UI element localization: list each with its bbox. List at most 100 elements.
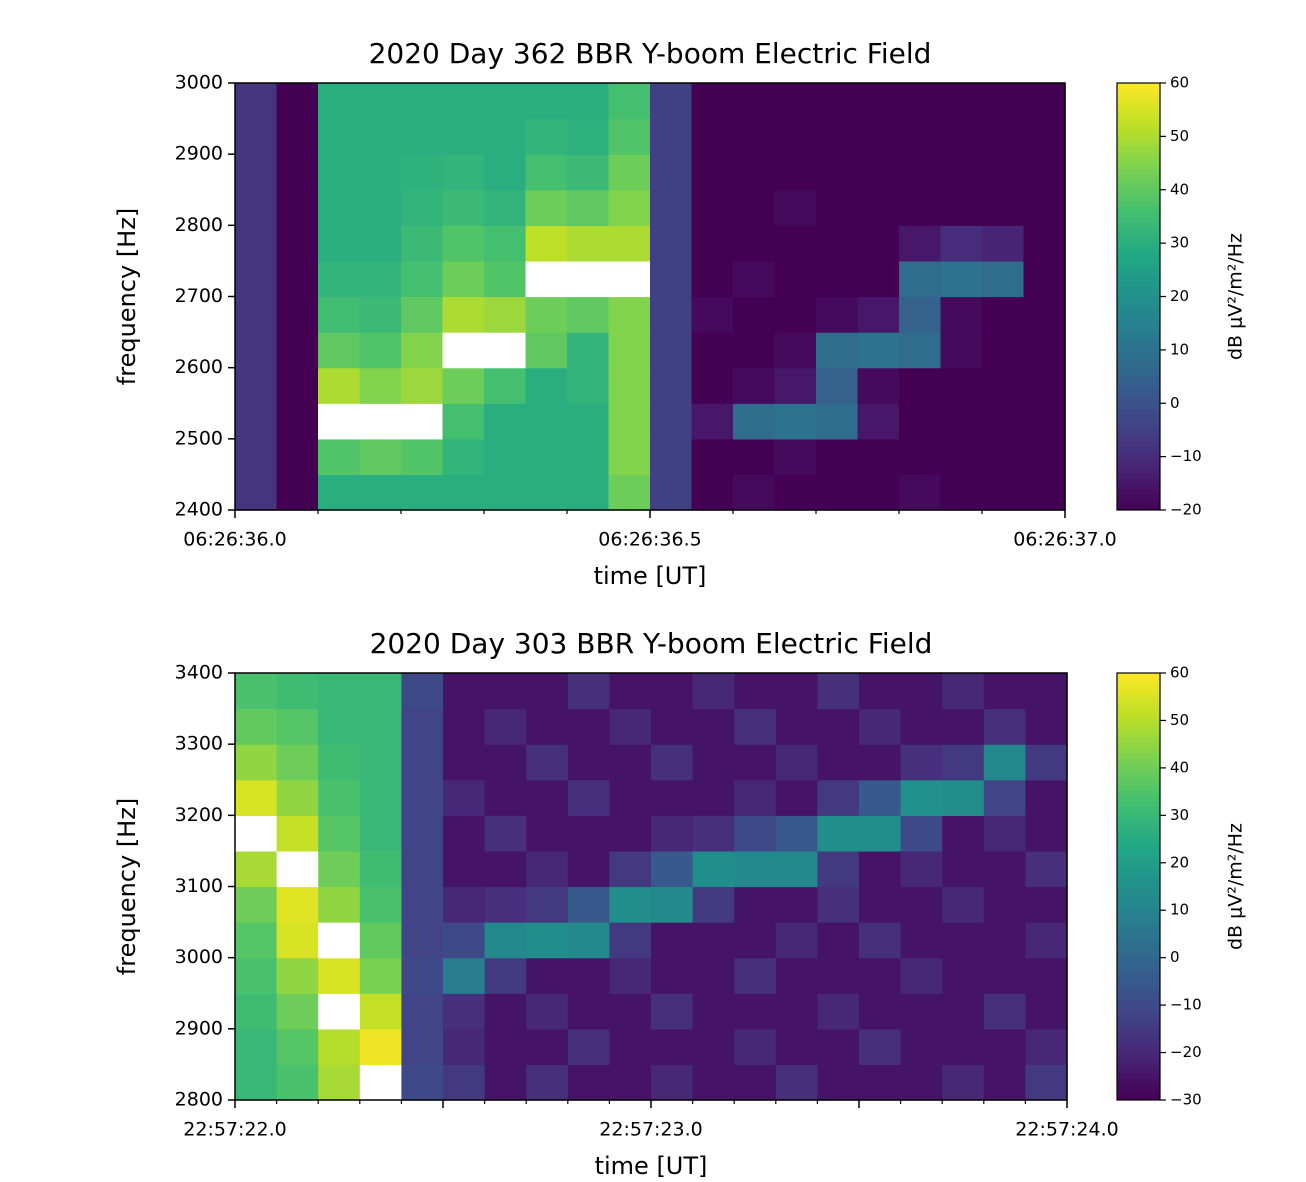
colorbar-band bbox=[1117, 355, 1160, 362]
colorbar-band bbox=[1117, 1009, 1160, 1016]
heat-cell bbox=[942, 779, 985, 816]
heat-cell bbox=[692, 744, 735, 781]
colorbar-band bbox=[1117, 184, 1160, 191]
colorbar-band bbox=[1117, 397, 1160, 404]
heat-cell bbox=[774, 189, 817, 226]
heat-cell bbox=[525, 260, 568, 298]
heat-cell bbox=[816, 83, 859, 120]
heat-cell bbox=[235, 1028, 278, 1066]
colorbar-band bbox=[1117, 1019, 1160, 1026]
colorbar-band bbox=[1117, 141, 1160, 148]
x-tick-label: 06:26:37.0 bbox=[1013, 529, 1116, 551]
colorbar-band bbox=[1117, 785, 1160, 791]
heat-cell bbox=[900, 850, 943, 888]
heat-cell bbox=[691, 260, 734, 298]
colorbar-band bbox=[1117, 689, 1160, 695]
heat-cell bbox=[774, 474, 817, 511]
heat-cell bbox=[651, 708, 694, 745]
y-tick-label: 3200 bbox=[175, 804, 223, 826]
colorbar-band bbox=[1117, 694, 1160, 701]
heat-cell bbox=[859, 779, 902, 816]
heat-cell bbox=[359, 260, 402, 298]
heat-cell bbox=[526, 673, 569, 710]
colorbar-band bbox=[1117, 339, 1160, 346]
heat-cell bbox=[276, 474, 319, 511]
colorbar-band bbox=[1117, 253, 1160, 260]
heat-cell bbox=[235, 708, 278, 745]
heat-cell bbox=[1023, 154, 1066, 191]
colorbar-band bbox=[1117, 726, 1160, 733]
heat-cell bbox=[774, 403, 817, 440]
heat-cell bbox=[276, 225, 319, 262]
colorbar-tick-label: 40 bbox=[1170, 180, 1189, 198]
heat-cell bbox=[857, 189, 900, 226]
heat-cell bbox=[650, 189, 693, 226]
heat-cell bbox=[857, 83, 900, 120]
heat-cell bbox=[608, 118, 651, 155]
colorbar-band bbox=[1117, 179, 1160, 185]
heat-cell bbox=[691, 403, 734, 440]
heat-cell bbox=[1023, 474, 1066, 511]
colorbar-band bbox=[1117, 360, 1160, 367]
heat-cell bbox=[692, 815, 735, 852]
heat-cell bbox=[983, 1028, 1026, 1066]
heat-cell bbox=[817, 922, 860, 959]
colorbar-band bbox=[1117, 152, 1160, 159]
heat-cell bbox=[401, 332, 444, 369]
heat-cell bbox=[318, 779, 361, 816]
heat-cell bbox=[734, 815, 777, 852]
heat-cell bbox=[401, 189, 444, 226]
heat-cell bbox=[650, 438, 693, 476]
colorbar-band bbox=[1117, 774, 1160, 781]
heat-cell bbox=[525, 367, 568, 404]
heat-cell bbox=[940, 260, 983, 298]
heat-cell bbox=[734, 1064, 777, 1101]
colorbar-band bbox=[1117, 83, 1160, 89]
colorbar-band bbox=[1117, 323, 1160, 330]
heat-cell bbox=[276, 779, 319, 816]
heat-cell bbox=[276, 83, 319, 120]
colorbar-band bbox=[1117, 493, 1160, 500]
heat-cell bbox=[899, 332, 942, 369]
heat-cell bbox=[775, 815, 818, 852]
heat-cell bbox=[484, 708, 527, 745]
heat-cell bbox=[442, 474, 485, 511]
colorbar-band bbox=[1117, 854, 1160, 861]
colorbar-band bbox=[1117, 157, 1160, 164]
colorbar-band bbox=[1117, 168, 1160, 175]
heat-cell bbox=[609, 815, 652, 852]
colorbar-band bbox=[1117, 243, 1160, 249]
heat-cell bbox=[650, 403, 693, 440]
heat-cell bbox=[691, 225, 734, 262]
heat-cell bbox=[276, 1064, 319, 1101]
heat-cell bbox=[982, 189, 1025, 226]
heat-cell bbox=[276, 993, 319, 1030]
heat-cell bbox=[318, 474, 361, 511]
heat-cell bbox=[691, 189, 734, 226]
heat-cell bbox=[484, 83, 527, 120]
heat-cell bbox=[359, 673, 402, 710]
heat-cell bbox=[359, 850, 402, 888]
heat-cell bbox=[442, 367, 485, 404]
colorbar-band bbox=[1117, 189, 1160, 196]
heat-cell bbox=[774, 83, 817, 120]
heat-cell bbox=[318, 850, 361, 888]
heat-cell bbox=[692, 922, 735, 959]
heat-cell bbox=[983, 815, 1026, 852]
colorbar-band bbox=[1117, 1057, 1160, 1064]
colorbar-band bbox=[1117, 779, 1160, 786]
colorbar-tick-label: 20 bbox=[1170, 853, 1189, 871]
heat-cell bbox=[734, 993, 777, 1030]
colorbar-band bbox=[1117, 875, 1160, 882]
heat-cell bbox=[608, 367, 651, 404]
heat-cell bbox=[775, 922, 818, 959]
heat-cell bbox=[816, 332, 859, 369]
heat-cell bbox=[608, 225, 651, 262]
heat-cell bbox=[775, 779, 818, 816]
colorbar-band bbox=[1117, 269, 1160, 276]
colorbar-tick-label: 30 bbox=[1170, 234, 1189, 252]
heat-cell bbox=[942, 744, 985, 781]
heat-cell bbox=[775, 1064, 818, 1101]
colorbar-band bbox=[1117, 435, 1160, 442]
